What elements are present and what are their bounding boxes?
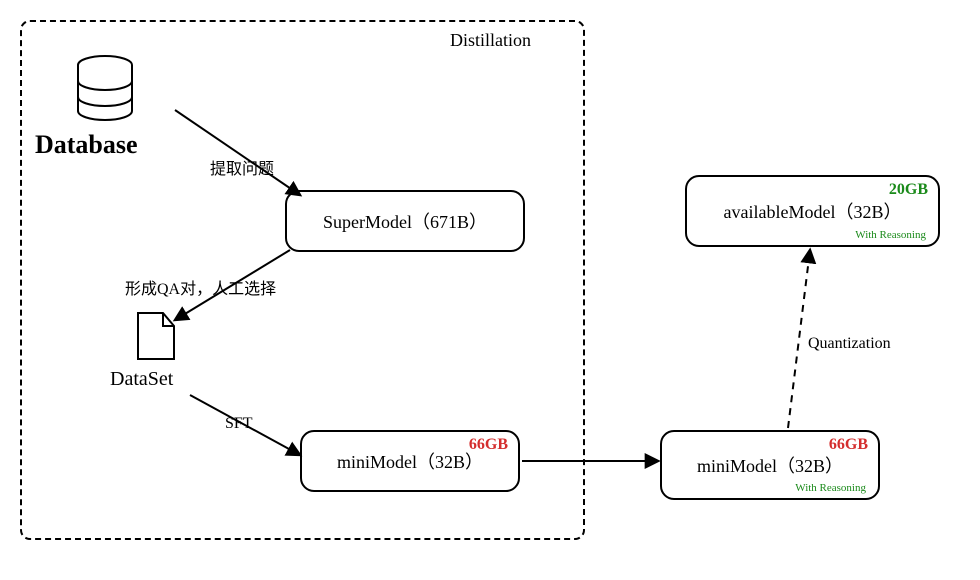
node-title: miniModel（32B） [697, 452, 843, 478]
node-title: SuperModel（671B） [323, 208, 487, 234]
node-minimodel-2: 66GB miniModel（32B） With Reasoning [660, 430, 880, 500]
edge-label-sft: SFT [225, 415, 253, 433]
node-title: miniModel（32B） [337, 448, 483, 474]
database-label: Database [35, 130, 138, 160]
node-minimodel-1: 66GB miniModel（32B） [300, 430, 520, 492]
edge-mini2-to-available [788, 250, 810, 428]
size-badge: 20GB [889, 181, 928, 199]
dataset-icon [135, 310, 177, 367]
distillation-label: Distillation [450, 30, 531, 51]
database-icon [75, 55, 135, 128]
node-subtitle: With Reasoning [795, 482, 866, 494]
node-title: availableModel（32B） [724, 198, 902, 224]
diagram-canvas: Distillation Database SuperModel（671B） D… [0, 0, 980, 580]
edge-label-quantization: Quantization [808, 335, 891, 353]
edge-label-qa: 形成QA对，人工选择 [125, 275, 276, 299]
size-badge: 66GB [469, 436, 508, 454]
edge-label-extract: 提取问题 [210, 155, 274, 179]
node-supermodel: SuperModel（671B） [285, 190, 525, 252]
dataset-label: DataSet [110, 368, 173, 391]
size-badge: 66GB [829, 436, 868, 454]
node-available-model: 20GB availableModel（32B） With Reasoning [685, 175, 940, 247]
node-subtitle: With Reasoning [855, 229, 926, 241]
